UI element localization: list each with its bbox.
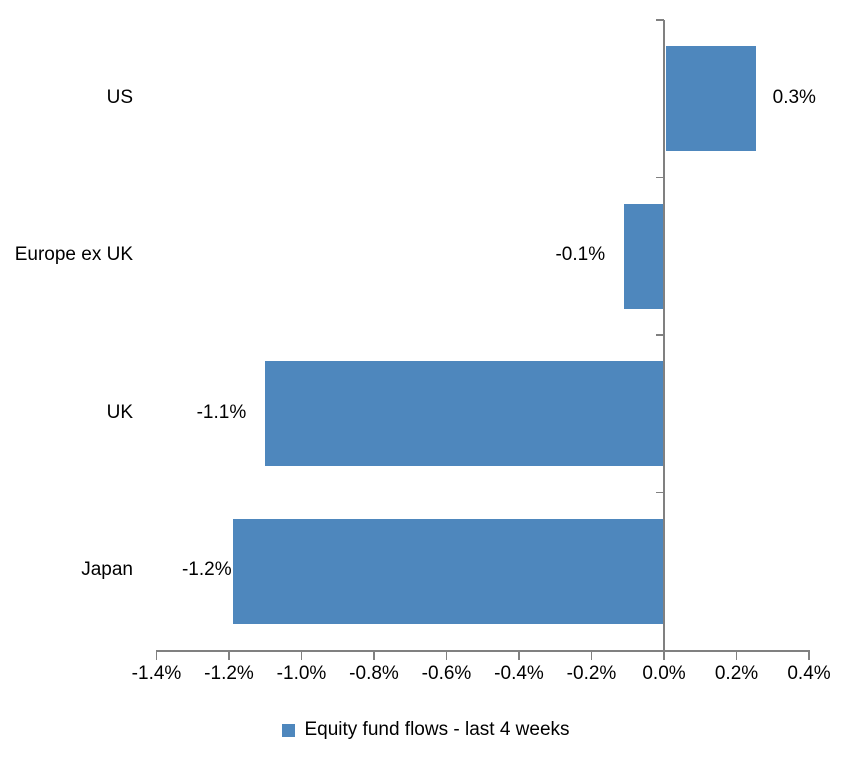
- category-label-us: US: [106, 86, 133, 108]
- x-axis-tick: [808, 651, 810, 660]
- x-axis-tick: [445, 651, 448, 660]
- category-label-uk: UK: [106, 401, 133, 423]
- x-tick-label-8: 0.2%: [714, 663, 759, 684]
- category-label-europe-ex-uk: Europe ex UK: [14, 244, 133, 266]
- bar-uk: [265, 361, 664, 466]
- x-axis-tick: [300, 651, 303, 660]
- x-tick-label-1: -1.2%: [204, 663, 254, 684]
- value-label-us: 0.3%: [772, 86, 816, 108]
- x-tick-label-9: 0.4%: [787, 663, 831, 684]
- value-label-europe-ex-uk: -0.1%: [555, 244, 606, 266]
- bar-europe-ex-uk: [624, 203, 664, 309]
- x-axis-tick: [155, 651, 158, 660]
- y-axis-tick: [656, 334, 664, 336]
- x-axis-tick: [228, 651, 230, 660]
- x-tick-label-5: -0.4%: [494, 663, 544, 684]
- bar-us: [665, 46, 757, 151]
- x-tick-label-0: -1.4%: [131, 663, 182, 684]
- x-tick-label-2: -1.0%: [276, 663, 327, 684]
- x-tick-label-4: -0.6%: [421, 663, 472, 684]
- legend: Equity fund flows - last 4 weeks: [0, 719, 852, 741]
- y-axis-tick: [656, 491, 664, 494]
- y-axis-tick: [656, 176, 664, 179]
- value-label-japan: -1.2%: [181, 559, 232, 581]
- legend-label: Equity fund flows - last 4 weeks: [304, 719, 570, 740]
- bar-japan: [232, 518, 664, 624]
- y-axis-tick: [656, 19, 664, 21]
- x-tick-label-7: 0.0%: [642, 663, 686, 684]
- legend-swatch-icon: [282, 723, 296, 737]
- x-axis-tick: [663, 651, 665, 660]
- category-label-japan: Japan: [81, 559, 133, 581]
- x-axis-tick: [735, 651, 738, 660]
- value-label-uk: -1.1%: [196, 401, 247, 423]
- x-axis-tick: [373, 651, 375, 660]
- x-tick-label-6: -0.2%: [566, 663, 617, 684]
- x-axis-line: [156, 650, 810, 652]
- x-axis-tick: [590, 651, 593, 660]
- x-axis-tick: [518, 651, 520, 660]
- x-tick-label-3: -0.8%: [349, 663, 399, 684]
